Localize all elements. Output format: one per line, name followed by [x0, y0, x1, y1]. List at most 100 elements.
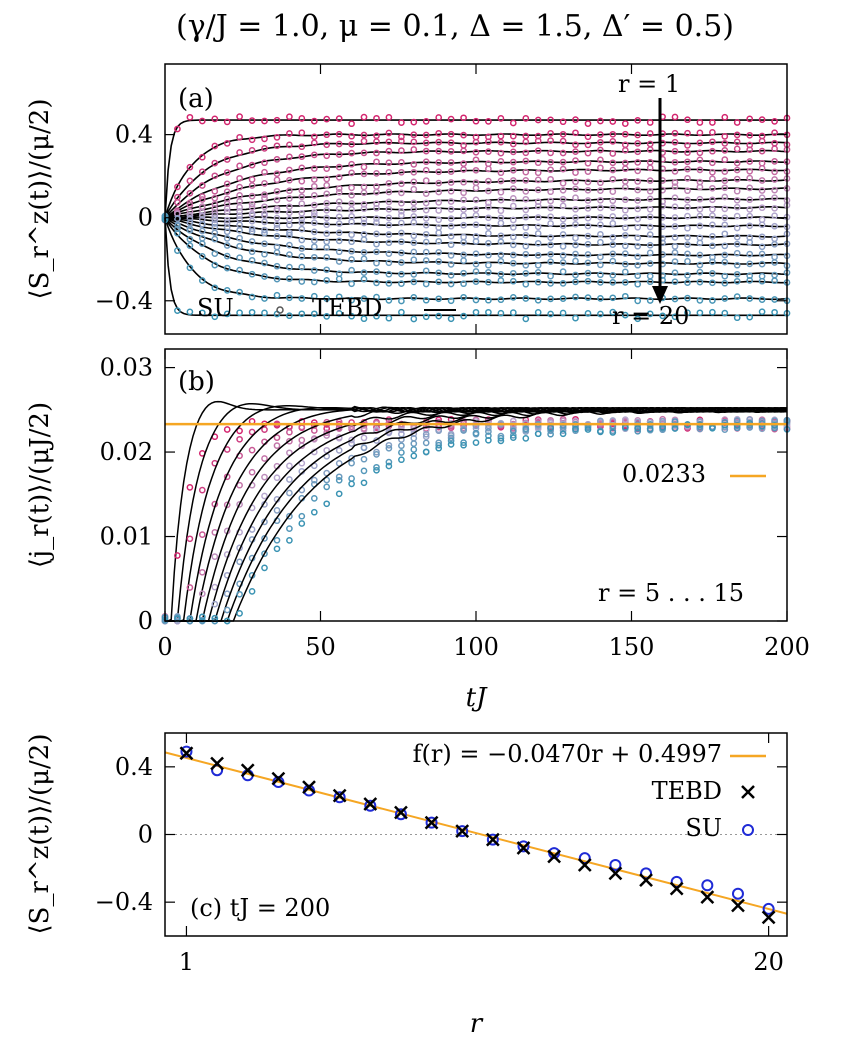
su-point-site-14 [273, 232, 281, 240]
su-point-site-9 [684, 196, 691, 204]
su-point-site-16 [584, 259, 592, 267]
su-point-site-12 [447, 222, 455, 230]
su-point-site-4 [733, 145, 741, 153]
su-point-site-16 [410, 256, 418, 264]
tebd-point-stroke [363, 797, 378, 811]
su-point-site-12 [211, 216, 219, 224]
tebd-point-stroke [179, 746, 194, 761]
su-point-site-8 [721, 184, 729, 192]
su-point-site-8 [696, 183, 704, 191]
panel-a-y-axis-label: ⟨S_r^z(t)⟩/(μ/2) [25, 99, 55, 300]
su-point-site-20 [733, 314, 741, 322]
su-current-point-site-9 [211, 553, 219, 560]
su-point-site-12 [385, 221, 393, 229]
tebd-current-site-15 [165, 407, 788, 622]
su-point-site-5 [559, 158, 567, 166]
su-point-site-7 [460, 178, 467, 186]
su-point-site-3 [671, 138, 679, 146]
su-point-site-4 [721, 147, 729, 154]
su-point-site-7 [771, 176, 778, 183]
su-point-site-6 [758, 164, 766, 172]
su-point-site-14 [186, 219, 194, 226]
su-point-site-3 [236, 149, 243, 156]
su-point-site-2 [634, 131, 642, 139]
su-point-site-3 [497, 138, 505, 146]
su-point-site-19 [248, 293, 256, 301]
su-point-site-1 [286, 113, 293, 121]
su-current-point-site-14 [497, 434, 505, 442]
su-point-site-18 [597, 279, 604, 286]
su-point-site-12 [584, 222, 592, 230]
su-point-site-17 [497, 271, 505, 278]
arrow-head [652, 286, 668, 304]
su-point-site-6 [485, 165, 492, 173]
su-point-site-20 [509, 309, 517, 316]
su-point-site-9 [335, 198, 343, 206]
su-current-point-site-15 [248, 588, 256, 595]
su-point-site-4 [547, 149, 554, 157]
tebd-point-stroke [700, 890, 715, 904]
su-point-site-10 [758, 204, 766, 212]
su-point-site-16 [323, 254, 331, 261]
su-point-site-15 [385, 250, 393, 257]
su-current-point-site-14 [236, 590, 243, 598]
su-point-site-9 [584, 197, 592, 204]
tebd-point [363, 797, 378, 811]
su-point-site-8 [584, 186, 592, 194]
su-current-point-site-13 [721, 426, 729, 433]
su-point-site-8 [634, 186, 642, 194]
su-point-site-8 [522, 188, 530, 195]
su-point-site-4 [559, 149, 567, 157]
su-point-site-19 [385, 297, 393, 304]
su-point-site-9 [509, 195, 517, 202]
su-point-site-5 [223, 180, 231, 188]
su-point-site-3 [385, 138, 393, 146]
su-point-site-4 [323, 152, 331, 160]
panel-c: 0.4 0 −0.4 1 20 ⟨S_r^z(t)⟩/(μ/2) r f(r) = −0… [25, 732, 788, 1039]
su-current-point-site-8 [223, 501, 231, 509]
su-current-point-site-8 [198, 568, 206, 576]
su-point-site-14 [435, 237, 443, 245]
su-point-site-19 [621, 292, 629, 300]
su-point-site-17 [422, 267, 430, 275]
su-point-site-9 [286, 203, 293, 211]
su-point-site-18 [236, 266, 243, 274]
su-current-point-site-8 [298, 436, 306, 444]
su-point-site-10 [572, 205, 579, 213]
su-point-site-11 [671, 214, 679, 221]
su-point-site-19 [497, 296, 505, 304]
tebd-point-stroke [394, 805, 408, 820]
su-point-site-20 [447, 315, 455, 323]
su-point-site-12 [310, 219, 318, 227]
su-point [180, 745, 193, 758]
su-point-site-17 [198, 240, 206, 248]
su-point-site-18 [547, 280, 554, 287]
su-current-point-site-13 [323, 476, 331, 484]
su-point-site-18 [634, 280, 642, 288]
su-point-site-5 [348, 160, 355, 168]
y-tick-label: 0.4 [115, 753, 153, 781]
tebd-curve-site-3 [164, 141, 788, 218]
su-point-site-19 [360, 295, 368, 302]
su-point-site-11 [509, 216, 517, 224]
su-current-point-site-15 [572, 425, 579, 433]
su-current-point-site-15 [559, 430, 567, 438]
su-point-site-5 [733, 159, 741, 167]
su-point-site-5 [373, 158, 380, 166]
su-point-site-3 [422, 139, 430, 147]
panel-a-ticks: 0.4 0 −0.4 [95, 64, 787, 334]
su-point-site-11 [335, 213, 343, 221]
tebd-point [731, 898, 745, 913]
su-point-site-20 [410, 315, 418, 323]
su-point-site-2 [385, 129, 393, 137]
su-point-site-16 [522, 261, 530, 269]
su-point-site-3 [286, 141, 293, 149]
su-point-site-20 [360, 315, 368, 323]
su-current-point-site-14 [310, 495, 318, 502]
tebd-curve-site-9 [164, 197, 788, 218]
su-legend-label: SU [685, 814, 722, 842]
panel-b-data [161, 400, 791, 625]
su-point-site-3 [522, 138, 530, 146]
su-point-site-20 [522, 315, 530, 323]
su-point [394, 808, 407, 821]
